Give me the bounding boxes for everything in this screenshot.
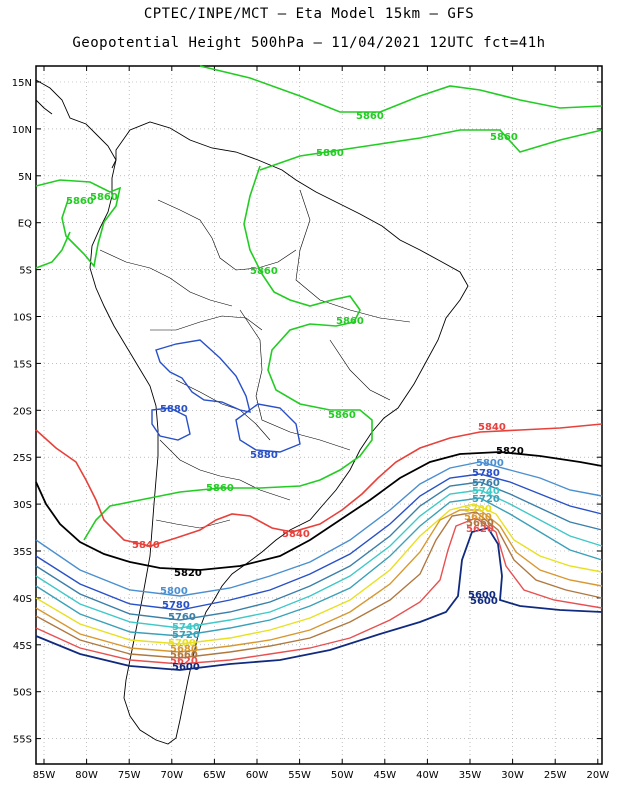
lon-label: 50W [331, 770, 354, 781]
contour-label: 5620 [466, 524, 494, 535]
contour-label: 5760 [472, 478, 500, 489]
contour-label: 5840 [478, 422, 506, 433]
lat-label: 25S [13, 453, 32, 464]
lon-label: 55W [288, 770, 311, 781]
contour-label: 5620 [170, 656, 198, 667]
contour-label: 5600 [470, 596, 498, 607]
tick-marks [36, 66, 602, 764]
contour-label: 5660 [170, 650, 198, 661]
contour-label: 5880 [160, 404, 188, 415]
lat-label: 5N [18, 172, 32, 183]
contour-label: 5860 [336, 316, 364, 327]
contour-label: 5600 [172, 662, 200, 673]
contour-label: 5720 [472, 494, 500, 505]
contour-label: 5760 [168, 612, 196, 623]
contour-label: 5780 [472, 468, 500, 479]
lat-label: 45S [13, 641, 32, 652]
southern-contour-stack [35, 461, 603, 671]
lon-label: 25W [544, 770, 567, 781]
contour-label: 5720 [172, 630, 200, 641]
lat-label: 15S [13, 359, 32, 370]
contour-label: 5740 [472, 486, 500, 497]
lon-label: 40W [416, 770, 439, 781]
contour-label: 5860 [90, 192, 118, 203]
lon-label: 20W [586, 770, 609, 781]
contour-label: 5780 [162, 600, 190, 611]
contour-label: 5820 [496, 446, 524, 457]
contour-label: 5680 [464, 512, 492, 523]
contour-label: 5860 [316, 148, 344, 159]
contour-label: 5840 [132, 540, 160, 551]
lat-label: 55S [13, 735, 32, 746]
map-title: CPTEC/INPE/MCT – Eta Model 15km – GFS [143, 6, 475, 22]
latitude-labels: 15N 10N 5N EQ 5S 10S 15S 20S 25S 30S 35S 40S 45S 50S 5… [12, 78, 32, 746]
coastline [35, 79, 469, 745]
contour-label: 5600 [468, 590, 496, 601]
contour-5820 [35, 451, 603, 571]
longitude-labels: 85W 80W 75W 70W 65W 60W 55W 50W 45W 40W 35W 30W 25W 2… [33, 770, 610, 781]
contour-label: 5680 [170, 644, 198, 655]
contour-5880 [151, 339, 301, 453]
lat-label: 40S [13, 594, 32, 605]
lat-label: 15N [12, 78, 32, 89]
contour-label: 5820 [174, 568, 202, 579]
contour-label: 5860 [66, 196, 94, 207]
contour-label: 5860 [490, 132, 518, 143]
lat-label: 50S [13, 688, 32, 699]
contour-label: 5840 [282, 529, 310, 540]
contour-label: 5660 [466, 518, 494, 529]
contour-5840 [35, 423, 603, 547]
map-frame [35, 65, 603, 765]
lat-label: 5S [19, 266, 32, 277]
contour-5860 [35, 65, 603, 541]
contour-label: 5700 [168, 638, 196, 649]
lat-label: EQ [18, 219, 32, 230]
lat-label: 35S [13, 547, 32, 558]
contour-label: 5860 [356, 111, 384, 122]
lon-label: 70W [160, 770, 183, 781]
lat-label: 10S [13, 313, 32, 324]
lon-label: 65W [203, 770, 226, 781]
contour-label: 5740 [172, 622, 200, 633]
contour-label: 5800 [160, 586, 188, 597]
lat-label: 30S [13, 500, 32, 511]
contour-label: 5880 [250, 450, 278, 461]
contour-label: 5860 [206, 483, 234, 494]
contour-label: 5700 [464, 504, 492, 515]
contour-label: 5860 [328, 410, 356, 421]
lon-label: 60W [246, 770, 269, 781]
contour-label: 5800 [476, 458, 504, 469]
map-subtitle: Geopotential Height 500hPa – 11/04/2021 … [72, 35, 546, 51]
contour-labels: 5860 5860 5860 5860 5860 5860 5860 5860 … [66, 111, 524, 673]
lon-label: 45W [373, 770, 396, 781]
lon-label: 75W [118, 770, 141, 781]
graticule [36, 66, 602, 764]
lat-label: 20S [13, 406, 32, 417]
lon-label: 35W [459, 770, 482, 781]
lon-label: 80W [75, 770, 98, 781]
country-borders [99, 189, 411, 529]
contour-label: 5860 [250, 266, 278, 277]
lon-label: 85W [33, 770, 56, 781]
lat-label: 10N [12, 125, 32, 136]
lon-label: 30W [501, 770, 524, 781]
